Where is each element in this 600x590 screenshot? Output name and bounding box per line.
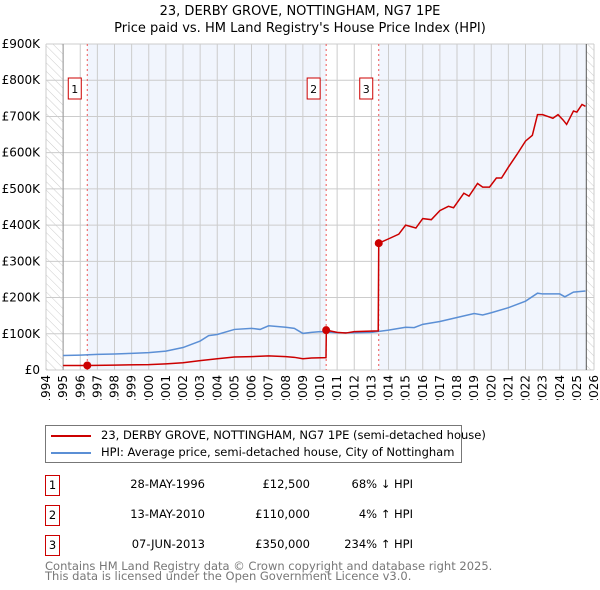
sale-point: [322, 326, 331, 335]
x-tick-label: 1995: [56, 375, 70, 400]
y-tick-label: £900K: [2, 37, 42, 51]
x-tick-label: 2002: [176, 375, 190, 400]
x-tick-label: 2012: [347, 375, 361, 400]
sale-hpi-diff: 4% ↑ HPI: [358, 507, 413, 521]
x-tick-label: 2011: [330, 375, 344, 400]
sale-number-badge: 3: [45, 535, 60, 556]
sale-badge: [67, 77, 82, 100]
x-tick-label: 2015: [399, 375, 413, 400]
y-tick-label: £400K: [2, 218, 42, 232]
x-tick-label: 2025: [570, 375, 584, 400]
sale-point: [374, 239, 383, 248]
legend-label: HPI: Average price, semi-detached house,…: [101, 445, 455, 459]
no-data-region-left: [46, 44, 64, 370]
sale-point: [83, 361, 92, 370]
x-tick-label: 1997: [90, 375, 104, 400]
y-tick-label: £0: [25, 363, 40, 377]
sale-badge-label: 2: [310, 83, 317, 96]
x-tick-label: 1998: [108, 375, 122, 400]
x-tick-label: 2009: [296, 375, 310, 400]
footer-licence: This data is licensed under the Open Gov…: [45, 569, 412, 583]
x-tick-label: 1996: [73, 375, 87, 400]
x-tick-label: 2021: [501, 375, 515, 400]
footer-copyright: Contains HM Land Registry data © Crown c…: [45, 559, 493, 573]
x-tick-label: 2018: [450, 375, 464, 400]
sale-price: £12,500: [262, 477, 310, 491]
sale-number-badge: 1: [45, 475, 60, 496]
x-tick-label: 2007: [262, 375, 276, 400]
legend-label: 23, DERBY GROVE, NOTTINGHAM, NG7 1PE (se…: [101, 428, 486, 442]
y-tick-label: £500K: [2, 182, 42, 196]
sale-number-badge: 2: [45, 505, 60, 526]
sale-date: 07-JUN-2013: [131, 537, 205, 551]
sale-date: 13-MAY-2010: [130, 507, 205, 521]
x-tick-label: 2004: [210, 375, 224, 400]
legend-swatch-red: [51, 435, 91, 437]
y-tick-label: £300K: [2, 254, 42, 268]
sale-badge-label: 1: [71, 83, 78, 96]
x-tick-label: 1994: [39, 375, 53, 400]
x-tick-label: 2017: [433, 375, 447, 400]
sale-hpi-diff: 234% ↑ HPI: [344, 537, 413, 551]
x-tick-label: 2024: [553, 375, 567, 400]
sale-hpi-diff: 68% ↓ HPI: [351, 477, 413, 491]
x-tick-label: 2023: [536, 375, 550, 400]
sale-badge: [359, 77, 374, 100]
x-tick-label: 2003: [193, 375, 207, 400]
sale-badge: [306, 77, 321, 100]
legend-swatch-blue: [51, 452, 91, 454]
y-tick-label: £700K: [2, 109, 42, 123]
sale-row: 3 07-JUN-2013 £350,000 234% ↑ HPI: [45, 535, 465, 556]
y-tick-label: £100K: [2, 327, 42, 341]
x-tick-label: 2016: [416, 375, 430, 400]
x-tick-label: 2013: [364, 375, 378, 400]
sale-row: 2 13-MAY-2010 £110,000 4% ↑ HPI: [45, 505, 465, 526]
ownership-shade: [87, 44, 327, 370]
x-tick-label: 2026: [587, 375, 600, 400]
x-tick-label: 2006: [245, 375, 259, 400]
x-tick-label: 2001: [159, 375, 173, 400]
sale-badge-label: 3: [363, 83, 370, 96]
property-price-line: [63, 103, 586, 367]
y-tick-label: £800K: [2, 73, 42, 87]
x-tick-label: 2005: [227, 375, 241, 400]
y-tick-label: £200K: [2, 291, 42, 305]
sale-price: £350,000: [255, 537, 310, 551]
x-tick-label: 2020: [484, 375, 498, 400]
x-tick-label: 2008: [279, 375, 293, 400]
x-tick-label: 2019: [467, 375, 481, 400]
x-tick-label: 2000: [142, 375, 156, 400]
chart-title: 23, DERBY GROVE, NOTTINGHAM, NG7 1PE: [159, 4, 441, 19]
price-chart: 1994 1995 1996 1997 1998 1999 2000 2001 2002 2003…: [2, 37, 600, 400]
x-tick-label: 2022: [519, 375, 533, 400]
ownership-shade: [378, 44, 587, 370]
x-tick-label: 2014: [382, 375, 396, 400]
x-tick-label: 1999: [125, 375, 139, 400]
sale-date: 28-MAY-1996: [130, 477, 205, 491]
sale-price: £110,000: [255, 507, 310, 521]
y-tick-label: £600K: [2, 146, 42, 160]
chart-subtitle: Price paid vs. HM Land Registry's House …: [114, 21, 486, 36]
legend: 23, DERBY GROVE, NOTTINGHAM, NG7 1PE (se…: [45, 425, 486, 463]
no-data-region-right: [586, 44, 594, 370]
x-tick-label: 2010: [313, 375, 327, 400]
sale-row: 1 28-MAY-1996 £12,500 68% ↓ HPI: [45, 475, 465, 496]
